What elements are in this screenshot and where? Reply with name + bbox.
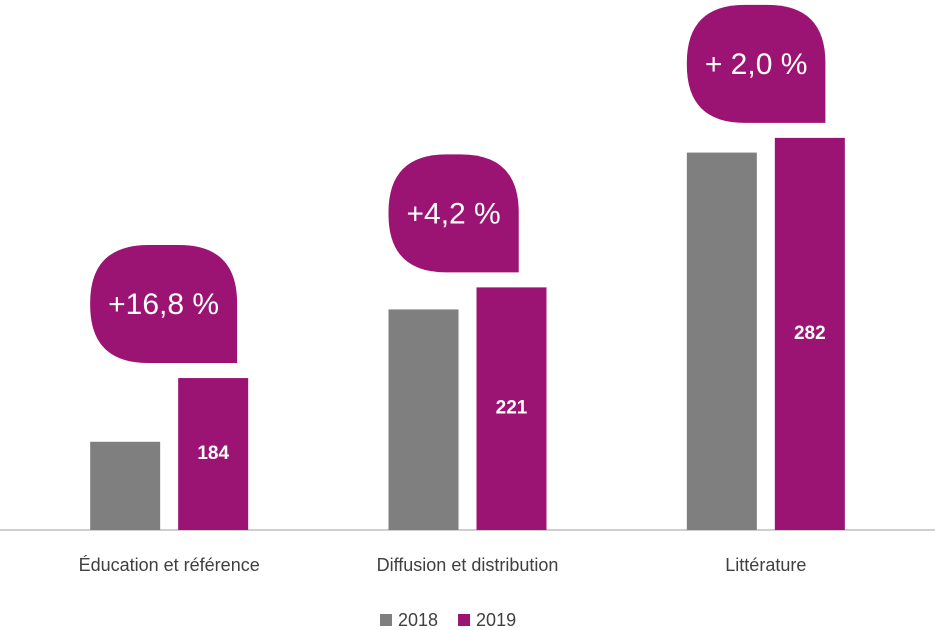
x-tick-label: Éducation et référence [79, 555, 260, 575]
annotation-text: + 2,0 % [705, 48, 808, 81]
bar [686, 152, 757, 530]
legend-label: 2019 [476, 610, 516, 630]
bar [774, 137, 845, 530]
annotation-bubble [686, 4, 826, 123]
legend-swatch [380, 614, 392, 626]
annotation-text: +16,8 % [108, 288, 219, 321]
bar [476, 287, 547, 530]
bar [90, 441, 161, 530]
legend-swatch [458, 614, 471, 626]
annotation-bubble [90, 245, 238, 364]
x-tick-label: Diffusion et distribution [377, 555, 559, 575]
value-label: 184 [197, 443, 229, 464]
value-label: 221 [496, 398, 528, 419]
bar [178, 378, 249, 530]
annotation-bubble [388, 154, 519, 273]
legend-label: 2018 [398, 610, 438, 630]
annotation-text: +4,2 % [407, 197, 501, 230]
value-label: 282 [794, 323, 826, 344]
x-tick-label: Littérature [725, 555, 806, 575]
bar [388, 309, 459, 530]
